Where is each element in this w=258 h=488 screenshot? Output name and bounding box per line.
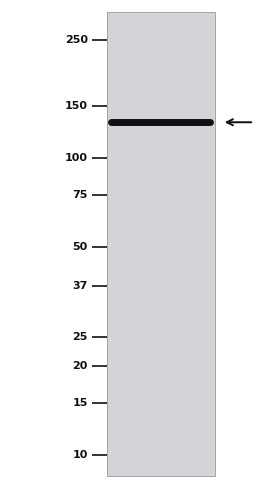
Text: 10: 10 <box>72 450 88 460</box>
Text: 50: 50 <box>72 243 88 252</box>
Text: 20: 20 <box>72 361 88 370</box>
Bar <box>107 12 215 476</box>
Text: 37: 37 <box>72 281 88 291</box>
Text: 100: 100 <box>65 153 88 163</box>
Text: 250: 250 <box>65 35 88 45</box>
Text: 150: 150 <box>65 101 88 111</box>
Text: 15: 15 <box>72 398 88 407</box>
Text: 75: 75 <box>72 190 88 200</box>
Text: 25: 25 <box>72 332 88 342</box>
